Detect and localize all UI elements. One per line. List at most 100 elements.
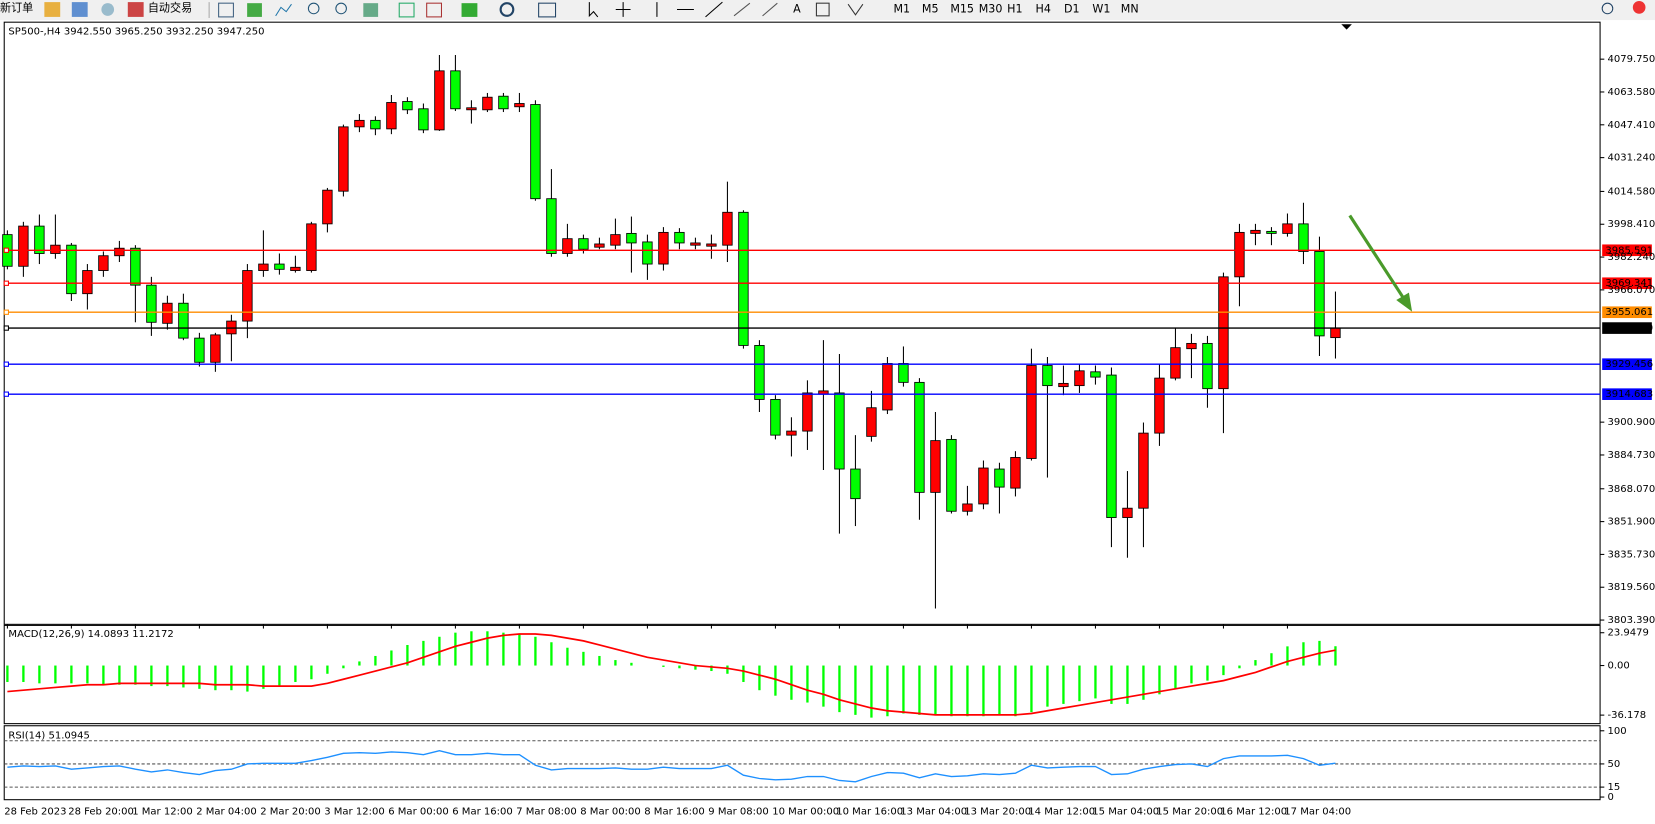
candle-body bbox=[754, 345, 765, 400]
candle-body bbox=[1138, 432, 1149, 509]
candle-body bbox=[610, 234, 621, 246]
candle-body bbox=[914, 381, 925, 493]
candle-body bbox=[50, 244, 61, 254]
candle-body bbox=[1074, 370, 1085, 387]
y-tick-label: 3803.390 bbox=[1607, 615, 1655, 626]
main-panel bbox=[3, 21, 1601, 625]
x-tick-label: 28 Feb 2023 bbox=[4, 806, 66, 817]
timeframe-button[interactable]: M30 bbox=[979, 3, 1003, 16]
candle-body bbox=[946, 438, 957, 512]
plot: 28 Feb 2023 28 Feb 20:001 Mar 12:00 2 Mar … bbox=[2, 27, 1655, 817]
new-order-button[interactable]: 新订单 bbox=[0, 0, 33, 14]
candle-body bbox=[770, 398, 781, 436]
panel-title: MACD(12,26,9) 14.0893 11.2172 bbox=[8, 629, 173, 640]
timeframe-button[interactable]: H1 bbox=[1007, 3, 1022, 16]
price-label: 3955.061 bbox=[1605, 307, 1653, 318]
icon[interactable] bbox=[307, 2, 320, 15]
y-tick-label: 3982.240 bbox=[1607, 252, 1655, 263]
candle-body bbox=[1250, 229, 1261, 234]
candle-body bbox=[962, 503, 973, 512]
candle-body bbox=[1090, 371, 1101, 378]
candle-body bbox=[178, 302, 189, 339]
icon[interactable] bbox=[398, 2, 415, 18]
icon[interactable] bbox=[847, 3, 864, 16]
candle-body bbox=[1266, 230, 1277, 234]
y-tick-label: 3819.560 bbox=[1607, 582, 1655, 593]
candle-body bbox=[802, 392, 813, 432]
x-tick-label: 1 Mar 12:00 bbox=[132, 806, 192, 817]
candle-body bbox=[1010, 457, 1021, 489]
candle-body bbox=[994, 468, 1005, 488]
icon[interactable] bbox=[426, 2, 443, 18]
auto-trading-button[interactable]: 自动交易 bbox=[148, 0, 192, 14]
x-tick-label: 2 Mar 20:00 bbox=[260, 806, 320, 817]
timeframe-button[interactable]: W1 bbox=[1092, 3, 1110, 16]
search-icon[interactable] bbox=[1601, 2, 1614, 15]
y-tick-label: 15 bbox=[1607, 782, 1620, 793]
x-tick-label: 14 Mar 12:00 bbox=[1028, 806, 1095, 817]
icon[interactable] bbox=[363, 3, 379, 17]
timeframe-button[interactable]: M15 bbox=[950, 3, 974, 16]
y-tick-label: 100 bbox=[1607, 726, 1626, 737]
x-tick-label: 16 Mar 12:00 bbox=[1220, 806, 1287, 817]
candle-body bbox=[210, 334, 221, 363]
icon[interactable] bbox=[275, 3, 292, 17]
candle-body bbox=[738, 211, 749, 346]
y-tick-label: 3868.070 bbox=[1607, 484, 1655, 495]
candle-body bbox=[66, 244, 77, 295]
candle-body bbox=[658, 231, 669, 265]
candle-body bbox=[1042, 365, 1053, 387]
timeframe-button[interactable]: D1 bbox=[1064, 3, 1080, 16]
x-tick-label: 15 Mar 20:00 bbox=[1156, 806, 1223, 817]
x-tick-label: 17 Mar 04:00 bbox=[1284, 806, 1351, 817]
icon[interactable] bbox=[101, 3, 115, 16]
notification-icon[interactable] bbox=[1632, 1, 1646, 14]
icon[interactable] bbox=[127, 2, 144, 17]
candle-body bbox=[82, 270, 93, 295]
arrow-head bbox=[1396, 292, 1413, 312]
cursor-tool[interactable] bbox=[588, 2, 599, 18]
candle-body bbox=[386, 102, 397, 130]
icon[interactable] bbox=[461, 3, 478, 17]
icon[interactable] bbox=[247, 3, 262, 17]
candle-body bbox=[1186, 342, 1197, 350]
icon[interactable] bbox=[762, 2, 778, 17]
timeframe-button[interactable]: M5 bbox=[922, 3, 939, 16]
x-tick-label: 15 Mar 04:00 bbox=[1092, 806, 1159, 817]
timeframe-button[interactable]: M1 bbox=[894, 3, 911, 16]
candle-body bbox=[162, 302, 173, 324]
candle-body bbox=[1314, 251, 1325, 337]
candle-body bbox=[850, 468, 861, 500]
y-tick-label: 50 bbox=[1607, 759, 1620, 770]
icon[interactable] bbox=[335, 2, 347, 15]
candle-body bbox=[562, 238, 573, 254]
price-label-bg bbox=[1602, 388, 1652, 400]
icon[interactable] bbox=[218, 2, 234, 18]
icon[interactable] bbox=[733, 2, 751, 17]
candle-body bbox=[34, 225, 45, 254]
y-tick-label: 3900.900 bbox=[1607, 417, 1655, 428]
line-tools[interactable] bbox=[656, 1, 723, 18]
timeframe-button[interactable]: H4 bbox=[1036, 3, 1051, 16]
macd-panel bbox=[3, 624, 1601, 725]
label-tool[interactable] bbox=[815, 2, 830, 17]
price-label-bg bbox=[1602, 277, 1652, 290]
candle-body bbox=[546, 198, 557, 254]
icon[interactable] bbox=[71, 2, 88, 17]
annotation-arrow bbox=[1348, 214, 1413, 312]
icon[interactable] bbox=[538, 2, 557, 18]
candle-body bbox=[418, 108, 429, 131]
timeframe-button[interactable]: MN bbox=[1121, 3, 1139, 16]
candle-body bbox=[978, 467, 989, 505]
panel-title: RSI(14) 51.0945 bbox=[8, 730, 89, 741]
crosshair-tool[interactable] bbox=[615, 2, 631, 17]
icon[interactable] bbox=[499, 2, 515, 17]
line-anchor bbox=[3, 309, 9, 315]
x-tick-label: 8 Mar 00:00 bbox=[580, 806, 640, 817]
x-tick-label: 10 Mar 16:00 bbox=[836, 806, 903, 817]
candle-body bbox=[866, 407, 877, 437]
candle-body bbox=[898, 363, 909, 383]
candle-body bbox=[786, 430, 797, 436]
icon[interactable] bbox=[44, 2, 61, 17]
text-tool[interactable]: A bbox=[793, 3, 801, 16]
